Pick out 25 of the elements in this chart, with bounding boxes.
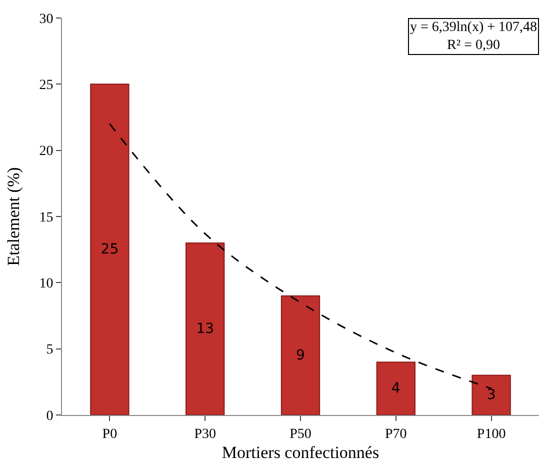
- x-tick-label: P100: [476, 426, 506, 442]
- x-tick-label: P30: [194, 426, 216, 442]
- bar: [280, 295, 320, 415]
- y-tick-label: 10: [39, 276, 54, 292]
- y-tick-label: 30: [39, 12, 54, 27]
- y-tick-label: 25: [39, 78, 54, 94]
- y-tick-label: 20: [39, 144, 54, 160]
- data-label: 4: [391, 380, 400, 397]
- x-tick-label: P50: [290, 426, 312, 442]
- bar: [90, 84, 130, 415]
- data-label: 25: [100, 242, 119, 258]
- data-label: 13: [196, 320, 214, 337]
- data-label: 3: [486, 387, 496, 404]
- y-axis-title: Etalement (%): [4, 167, 23, 266]
- data-label: 9: [296, 347, 305, 364]
- y-tick-label: 0: [46, 408, 54, 424]
- x-axis-title: Mortiers confectionnés: [222, 443, 380, 462]
- x-tick-label: P70: [385, 426, 407, 442]
- x-tick-label: P0: [102, 426, 118, 442]
- bar: [376, 362, 416, 415]
- annotation: y = 6,39ln(x) + 107,48 R² = 0,90: [410, 20, 538, 54]
- y-tick-label: 15: [39, 210, 54, 226]
- y-tick-label: 5: [46, 342, 54, 358]
- bar: [186, 242, 225, 415]
- bar: [472, 374, 511, 415]
